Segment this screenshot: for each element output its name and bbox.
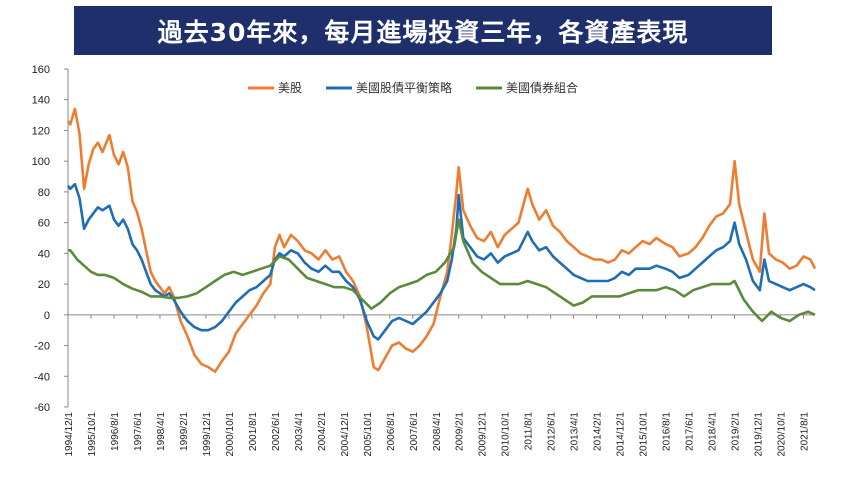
x-tick-label: 1998/4/1	[156, 412, 167, 451]
x-tick-label: 2016/8/1	[662, 412, 673, 451]
x-tick-label: 2009/12/1	[478, 412, 489, 457]
y-tick-label: -20	[34, 341, 50, 353]
y-tick-label: 100	[32, 156, 50, 168]
x-tick-label: 2012/6/1	[547, 412, 558, 451]
x-tick-label: 1995/10/1	[87, 412, 98, 457]
x-tick-label: 2004/12/1	[340, 412, 351, 457]
y-tick-label: 40	[38, 248, 50, 260]
chart-title-banner: 過去30年來，每月進場投資三年，各資產表現	[74, 6, 772, 55]
x-tick-label: 2018/4/1	[708, 412, 719, 451]
x-tick-label: 2005/10/1	[363, 412, 374, 457]
x-tick-label: 2010/10/1	[501, 412, 512, 457]
x-tick-label: 2009/2/1	[455, 412, 466, 451]
series-line-2	[68, 218, 816, 323]
x-tick-label: 2020/10/1	[777, 412, 788, 457]
legend: 美股 美國股債平衡策略 美國債券組合	[248, 80, 578, 95]
y-tick-label: 120	[32, 125, 50, 137]
legend-label-2: 美國債券組合	[506, 80, 578, 95]
x-tick-label: 2000/10/1	[225, 412, 236, 457]
x-tick-label: 2019/2/1	[731, 412, 742, 451]
x-tick-label: 1994/12/1	[64, 412, 75, 457]
x-tick-label: 2021/8/1	[800, 412, 811, 451]
x-tick-label: 2001/8/1	[248, 412, 259, 451]
x-tick-label: 2015/10/1	[639, 412, 650, 457]
series-group	[66, 107, 817, 373]
x-tick-label: 2014/2/1	[593, 412, 604, 451]
x-tick-label: 2019/12/1	[754, 412, 765, 457]
x-tick-label: 2006/8/1	[386, 412, 397, 451]
y-tick-label: -60	[34, 402, 50, 414]
x-tick-label: 2008/4/1	[432, 412, 443, 451]
y-tick-label: 20	[38, 279, 50, 291]
x-tick-label: 1999/2/1	[179, 412, 190, 451]
x-tick-label: 2013/4/1	[570, 412, 581, 451]
axes-group: 160 140 120 100 80 60 40 20 0 -20 -40 -60 1994/12/1 1…	[32, 64, 815, 457]
series-line-1	[66, 182, 816, 341]
series-line-0	[66, 107, 817, 373]
x-tick-label: 2007/6/1	[409, 412, 420, 451]
chart-title: 過去30年來，每月進場投資三年，各資產表現	[157, 17, 689, 47]
x-tick-label: 2017/6/1	[685, 412, 696, 451]
x-tick-label: 2011/8/1	[524, 412, 535, 451]
x-tick-label: 2004/2/1	[317, 412, 328, 451]
x-tick-label: 2002/6/1	[271, 412, 282, 451]
y-tick-label: 140	[32, 95, 50, 107]
y-tick-label: 160	[32, 64, 50, 76]
x-tick-label: 1996/8/1	[110, 412, 121, 451]
x-tick-label: 2003/4/1	[294, 412, 305, 451]
x-tick-label: 1997/6/1	[133, 412, 144, 451]
x-tick-label: 1999/12/1	[202, 412, 213, 457]
y-tick-label: 0	[44, 310, 50, 322]
y-tick-label: -40	[34, 371, 50, 383]
y-tick-label: 60	[38, 218, 50, 230]
x-tick-label: 2014/12/1	[616, 412, 627, 457]
legend-label-1: 美國股債平衡策略	[356, 80, 452, 95]
y-tick-label: 80	[38, 187, 50, 199]
legend-label-0: 美股	[278, 81, 302, 95]
